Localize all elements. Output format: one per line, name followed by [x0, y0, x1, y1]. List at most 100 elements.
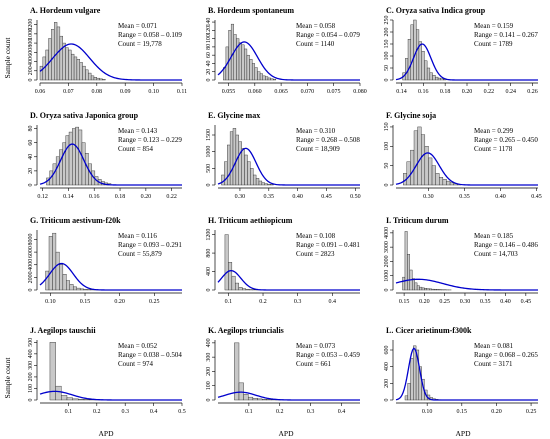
panel-5: E. Glycine max 0.30 0.35 0.40 0.45 0.50 0 500 10…: [206, 111, 361, 200]
histogram-bar: [255, 178, 260, 186]
y-tick-label: 400: [206, 338, 212, 347]
y-tick-label: 0: [28, 289, 34, 292]
x-tick-label: 0.25: [526, 409, 537, 415]
histogram-bar: [82, 65, 86, 81]
histogram-bar: [257, 398, 263, 401]
x-tick-label: 0.30: [423, 194, 434, 200]
x-tick-label: 0.08: [92, 89, 103, 95]
stat-line: Count = 14,703: [474, 250, 518, 258]
stat-line: Range = 0.038 – 0.504: [118, 351, 182, 359]
histogram-bar: [431, 288, 435, 291]
panel-12: L. Cicer arietinum-f300k 0.10 0.15 0.20 0.25…: [384, 326, 538, 415]
fit-curve: [39, 262, 182, 291]
x-tick-label: 0.3: [307, 409, 315, 415]
histogram-bar: [93, 77, 97, 81]
histogram-bar: [238, 42, 242, 81]
x-tick-label: 0.1: [245, 409, 253, 415]
y-tick-label: 500: [28, 338, 34, 347]
stat-line: Count = 974: [118, 360, 154, 368]
x-tick-label: 0.20: [462, 89, 473, 95]
x-tick-label: 0.3: [121, 409, 129, 415]
histogram-bar: [246, 54, 250, 81]
y-tick-label: 1000: [206, 146, 212, 158]
histogram-bar: [449, 182, 454, 186]
panel-title: F. Glycine soja: [386, 111, 436, 120]
stat-line: Count = 854: [118, 145, 154, 153]
histogram-bar: [90, 75, 95, 81]
y-tick-label: 150: [384, 122, 390, 131]
y-tick-label: 0: [28, 399, 34, 402]
histogram-bar: [45, 270, 50, 291]
histogram-bar: [424, 288, 428, 291]
histogram-bar: [238, 141, 242, 186]
panel-3: C. Oryza sativa Indica group 0.14 0.16 0.18…: [384, 6, 538, 95]
y-tick-label: 100: [384, 142, 390, 151]
y-axis-label-row-4: Sample count: [3, 357, 12, 399]
histogram-bar: [62, 142, 67, 186]
x-tick-label: 0.26: [527, 89, 538, 95]
y-tick-label: 40: [206, 60, 212, 66]
y-tick-label: 0: [384, 184, 390, 187]
histogram-bar: [247, 161, 251, 186]
stat-line: Mean = 0.108: [296, 232, 336, 240]
histogram-bar: [421, 51, 425, 81]
fit-curve: [39, 390, 182, 401]
x-tick-label: 0.30: [460, 299, 471, 305]
histogram-bar: [66, 397, 73, 401]
y-tick-label: 200: [384, 28, 390, 37]
y-tick-label: 1000: [384, 270, 390, 282]
y-tick-label: 1200: [28, 19, 34, 31]
stat-line: Count = 55,879: [118, 250, 162, 258]
y-tick-label: 400: [28, 349, 34, 358]
histogram-bar: [224, 234, 229, 291]
y-tick-label: 0: [384, 289, 390, 292]
histogram-bar: [412, 278, 415, 291]
x-tick-label: 0.3: [294, 299, 302, 305]
y-tick-label: 100: [28, 384, 34, 393]
histogram-bar: [78, 399, 85, 401]
y-tick-label: 200: [28, 66, 34, 75]
x-tick-label: 0.080: [353, 89, 367, 95]
histogram-bar: [79, 62, 83, 81]
stat-line: Count = 1789: [474, 40, 513, 48]
stat-line: Count = 3171: [474, 360, 513, 368]
x-tick-label: 0.50: [350, 194, 361, 200]
histogram-bar: [270, 184, 274, 186]
histogram-bar: [424, 146, 429, 186]
x-tick-label: 0.2: [276, 409, 284, 415]
panel-1: A. Hordeum vulgare 0.06 0.07 0.08 0.09 0.10 0.…: [28, 6, 187, 95]
histogram-bar: [65, 135, 70, 186]
histogram-bar: [248, 396, 254, 401]
x-tick-label: 0.40: [495, 194, 506, 200]
panel-7: G. Triticum aestivum-f20k 0.10 0.15 0.20 0.2…: [28, 216, 182, 305]
histogram-bar: [59, 149, 63, 186]
x-tick-label: 0.45: [321, 194, 332, 200]
histogram-bar: [435, 76, 439, 81]
histogram-bar: [424, 60, 428, 81]
histogram-bar: [245, 289, 250, 291]
stat-line: Count = 2823: [296, 250, 335, 258]
histogram-bar: [51, 29, 55, 81]
histogram-bar: [76, 287, 81, 291]
histogram-bar: [68, 49, 72, 81]
histogram-bar: [410, 24, 414, 81]
histogram-bar: [429, 288, 432, 291]
histogram-bar: [264, 183, 268, 186]
histogram-bar: [404, 395, 408, 401]
histogram-bar: [102, 79, 106, 81]
stat-line: Range = 0.141 – 0.267: [474, 31, 538, 39]
histogram-bar: [76, 59, 80, 81]
x-tick-label: 0.35: [264, 194, 275, 200]
panel-title: K. Aegilops triuncialis: [208, 326, 284, 335]
histogram-bar: [265, 76, 269, 81]
x-axis-label-col-2: APD: [278, 429, 294, 438]
x-tick-label: 0.060: [248, 89, 262, 95]
stat-line: Mean = 0.116: [118, 232, 157, 240]
histogram-bar: [233, 34, 237, 81]
histogram-bar: [59, 35, 63, 81]
histogram-bar: [71, 53, 75, 81]
y-axis-label-row-1: Sample count: [3, 37, 12, 79]
x-tick-label: 0.2: [259, 299, 267, 305]
x-tick-label: 0.22: [166, 194, 177, 200]
